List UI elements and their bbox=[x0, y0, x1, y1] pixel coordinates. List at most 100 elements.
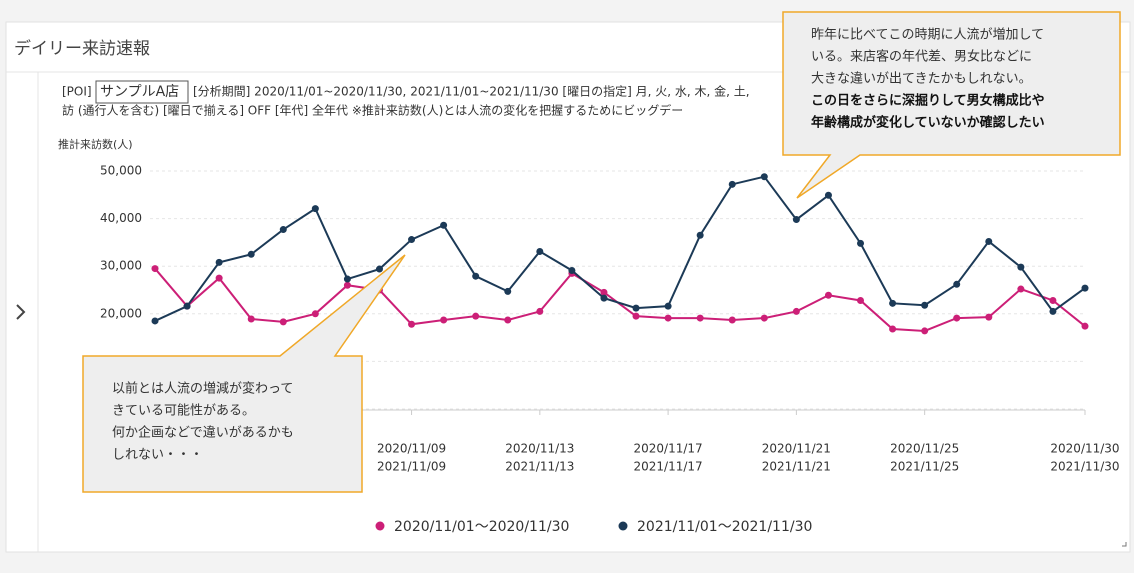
data-point bbox=[247, 315, 255, 323]
data-point bbox=[824, 291, 832, 299]
data-point bbox=[215, 274, 223, 282]
poi-box bbox=[95, 80, 189, 104]
data-point bbox=[536, 307, 544, 315]
x-tick-label: 2020/11/13 bbox=[505, 442, 574, 456]
callout: 以前とは人流の増減が変わってきている可能性がある。何か企画などで違いがあるかもし… bbox=[82, 254, 406, 493]
data-point bbox=[151, 317, 159, 325]
data-point bbox=[343, 281, 351, 289]
x-tick-label: 2021/11/17 bbox=[634, 460, 703, 474]
poi: サンプルA店 bbox=[100, 84, 179, 100]
data-point bbox=[792, 307, 800, 315]
data-point bbox=[568, 266, 576, 274]
data-point bbox=[600, 288, 608, 296]
series-line bbox=[154, 267, 1086, 332]
data-point bbox=[889, 325, 897, 333]
x-tick-label: 2021/11/30 bbox=[1050, 460, 1119, 474]
expand-button[interactable] bbox=[16, 304, 26, 320]
legend-marker bbox=[618, 521, 628, 531]
data-point bbox=[1017, 263, 1025, 271]
data-point bbox=[1017, 285, 1025, 293]
data-point bbox=[536, 247, 544, 255]
data-point bbox=[1049, 307, 1057, 315]
callout: 昨年に比べてこの時期に人流が増加している。来店客の年代差、男女比などに大きな違い… bbox=[782, 11, 1121, 199]
data-point bbox=[632, 312, 640, 320]
data-point bbox=[408, 236, 416, 244]
filter-text: [分析期間] 2020/11/01~2020/11/30, 2021/11/01… bbox=[193, 84, 750, 99]
data-point bbox=[664, 314, 672, 322]
legend: 2020/11/01～2020/11/30 2021/11/01～2021/11/… bbox=[375, 519, 812, 535]
data-point bbox=[664, 302, 672, 310]
data-point bbox=[857, 296, 865, 304]
data-point bbox=[279, 226, 287, 234]
data-point bbox=[215, 258, 223, 266]
data-point bbox=[728, 180, 736, 188]
data-point bbox=[408, 320, 416, 328]
x-tick-label: 2021/11/21 bbox=[762, 460, 831, 474]
data-point bbox=[1081, 322, 1089, 330]
data-point bbox=[953, 314, 961, 322]
x-tick-label: 2021/11/09 bbox=[377, 460, 446, 474]
data-point bbox=[151, 265, 159, 273]
x-tick-label: 2020/11/17 bbox=[634, 442, 703, 456]
y-tick-label: 30,000 bbox=[100, 259, 142, 273]
data-point bbox=[472, 272, 480, 280]
data-point bbox=[440, 316, 448, 324]
callout-text: しれない・・・ bbox=[112, 448, 203, 463]
data-point bbox=[792, 216, 800, 224]
data-point bbox=[440, 221, 448, 229]
data-point bbox=[343, 275, 351, 283]
y-tick-label: 20,000 bbox=[100, 306, 142, 320]
y-axis-title: 推計来訪数(人) bbox=[58, 137, 133, 151]
callout-text: 何か企画などで違いがあるかも bbox=[112, 425, 294, 441]
x-tick-label: 2020/11/30 bbox=[1050, 442, 1119, 456]
data-point bbox=[985, 313, 993, 321]
filter-label: [POI] bbox=[62, 85, 92, 99]
legend-label: 2020/11/01～2020/11/30 bbox=[394, 519, 569, 535]
data-point bbox=[728, 316, 736, 324]
legend-label: 2021/11/01～2021/11/30 bbox=[637, 519, 812, 535]
data-point bbox=[824, 191, 832, 199]
x-tick-label: 2020/11/25 bbox=[890, 442, 959, 456]
data-point bbox=[953, 280, 961, 288]
data-point bbox=[311, 310, 319, 318]
x-tick-label: 2021/11/25 bbox=[890, 460, 959, 474]
y-tick-label: 40,000 bbox=[100, 211, 142, 225]
data-point bbox=[857, 239, 865, 247]
callout-text: 年齢構成が変化していないか確認したい bbox=[811, 115, 1045, 131]
callout-text: 以前とは人流の増減が変わって bbox=[112, 381, 293, 397]
title: デイリー来訪速報 bbox=[14, 38, 150, 59]
data-point bbox=[632, 304, 640, 312]
data-point bbox=[889, 299, 897, 307]
resize-handle bbox=[1122, 542, 1127, 547]
data-point bbox=[279, 318, 287, 326]
data-point bbox=[696, 231, 704, 239]
data-point bbox=[696, 314, 704, 322]
x-tick-label: 2020/11/21 bbox=[762, 442, 831, 456]
callout-text: いる。来店客の年代差、男女比などに bbox=[811, 49, 1032, 65]
data-point bbox=[921, 327, 929, 335]
data-point bbox=[472, 312, 480, 320]
data-point bbox=[760, 173, 768, 181]
y-tick-label: 50,000 bbox=[100, 164, 142, 178]
callout-text: 昨年に比べてこの時期に人流が増加して bbox=[811, 28, 1044, 43]
data-point bbox=[1081, 284, 1089, 292]
data-point bbox=[504, 316, 512, 324]
callout-text: きている可能性がある。 bbox=[112, 404, 255, 419]
data-point bbox=[183, 302, 191, 310]
data-point bbox=[311, 205, 319, 213]
data-point bbox=[921, 301, 929, 309]
data-point bbox=[504, 287, 512, 295]
legend-marker bbox=[375, 521, 385, 531]
callout-text: 大きな違いが出てきたかもしれない。 bbox=[811, 72, 1032, 87]
x-tick-label: 2020/11/09 bbox=[377, 442, 446, 456]
filter-text: 訪 (通行人を含む) [曜日で揃える] OFF [年代] 全年代 ※推計来訪数(… bbox=[62, 103, 683, 118]
data-point bbox=[985, 237, 993, 245]
data-point bbox=[247, 250, 255, 258]
data-point bbox=[375, 265, 383, 273]
data-point bbox=[600, 294, 608, 302]
data-point bbox=[1049, 296, 1057, 304]
callout-text: この日をさらに深掘りして男女構成比や bbox=[811, 93, 1045, 109]
x-tick-label: 2021/11/13 bbox=[505, 460, 574, 474]
data-point bbox=[760, 314, 768, 322]
